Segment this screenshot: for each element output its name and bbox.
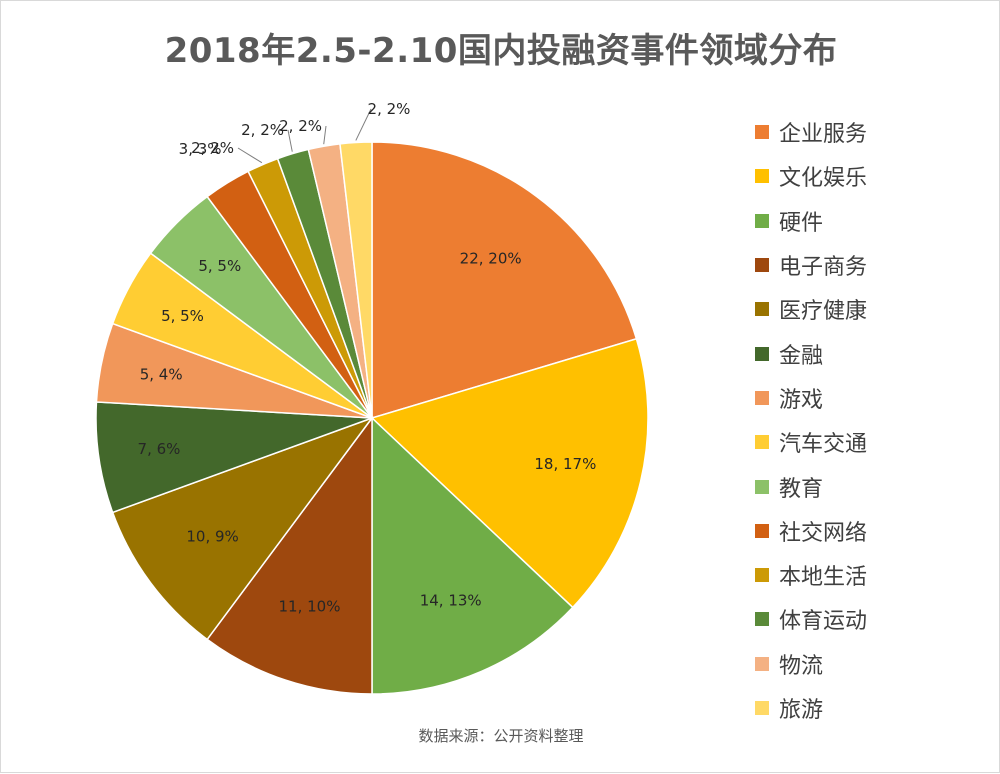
slice-label-8: 5, 5% [161, 307, 204, 325]
slice-label-11: 2, 2% [191, 139, 234, 157]
pie-slice-1 [371, 141, 638, 420]
legend-item-14: 旅游 [755, 686, 995, 730]
legend-swatch [755, 125, 769, 140]
legend-item-8: 汽车交通 [755, 420, 995, 464]
legend-item-5: 医疗健康 [755, 287, 995, 331]
legend-swatch [755, 479, 769, 494]
legend-swatch [755, 656, 769, 671]
legend-item-11: 本地生活 [755, 553, 995, 597]
legend-label: 旅游 [779, 698, 824, 723]
slice-label-5: 10, 9% [186, 528, 238, 546]
leader-line-14 [355, 108, 372, 141]
legend-label: 体育运动 [779, 609, 868, 635]
pie-slice-4 [206, 415, 373, 695]
leader-line-11 [237, 147, 263, 164]
slice-label-3: 14, 13% [420, 591, 482, 609]
legend-swatch [755, 302, 769, 317]
legend-swatch [755, 169, 769, 184]
legend-swatch [755, 346, 769, 361]
legend-label: 文化娱乐 [779, 166, 868, 192]
legend-item-6: 金融 [755, 331, 995, 375]
legend-swatch [755, 435, 769, 450]
pie-chart: 22, 20% 18, 17% 14, 13% 11, 10% 10, 9% 7, 6% 5… [95, 100, 649, 695]
legend-swatch [755, 213, 769, 228]
slice-label-1: 22, 20% [460, 250, 522, 268]
slice-label-2: 18, 17% [534, 455, 596, 473]
leader-line-12 [287, 129, 293, 152]
legend-label: 社交网络 [779, 520, 868, 546]
pie-slice-3 [371, 416, 574, 695]
pie-slice-14 [339, 141, 373, 419]
legend-item-1: 企业服务 [755, 110, 995, 154]
legend-label: 教育 [779, 476, 824, 502]
slice-label-6: 7, 6% [138, 440, 181, 458]
pie-slice-2 [370, 337, 649, 609]
pie-slice-5 [111, 416, 375, 641]
legend-label: 医疗健康 [779, 299, 868, 325]
legend-item-12: 体育运动 [755, 597, 995, 641]
legend-label: 金融 [779, 343, 824, 369]
slice-label-10: 3, 3% [179, 140, 222, 158]
legend-swatch [755, 523, 769, 538]
legend-label: 企业服务 [779, 122, 868, 148]
legend-item-7: 游戏 [755, 376, 995, 420]
chart-title: 2018年2.5-2.10国内投融资事件领域分布 [164, 31, 838, 71]
legend-label: 汽车交通 [779, 432, 868, 458]
slice-label-13: 2, 2% [279, 117, 322, 135]
leader-line-13 [323, 125, 327, 145]
legend-item-4: 电子商务 [755, 243, 995, 287]
legend-label: 硬件 [779, 210, 824, 236]
pie-slice-6 [95, 401, 373, 514]
legend-swatch [755, 390, 769, 405]
legend-item-13: 物流 [755, 642, 995, 686]
legend-swatch [755, 568, 769, 583]
slice-label-7: 5, 4% [140, 365, 183, 383]
slice-label-12: 2, 2% [241, 121, 284, 139]
legend-label: 本地生活 [779, 565, 868, 591]
legend-item-3: 硬件 [755, 199, 995, 243]
legend-swatch [755, 612, 769, 627]
slice-label-4: 11, 10% [279, 598, 341, 616]
legend-item-2: 文化娱乐 [755, 154, 995, 198]
legend-item-10: 社交网络 [755, 509, 995, 553]
source-note: 数据来源：公开资料整理 [418, 727, 584, 745]
legend-swatch [755, 258, 769, 273]
legend-item-9: 教育 [755, 464, 995, 508]
legend: 企业服务文化娱乐硬件电子商务医疗健康金融游戏汽车交通教育社交网络本地生活体育运动… [755, 110, 995, 730]
slice-label-9: 5, 5% [198, 257, 241, 275]
slice-label-14: 2, 2% [368, 100, 411, 118]
legend-label: 电子商务 [779, 255, 868, 281]
legend-label: 游戏 [779, 387, 824, 413]
legend-swatch [755, 701, 769, 715]
legend-label: 物流 [779, 653, 824, 679]
